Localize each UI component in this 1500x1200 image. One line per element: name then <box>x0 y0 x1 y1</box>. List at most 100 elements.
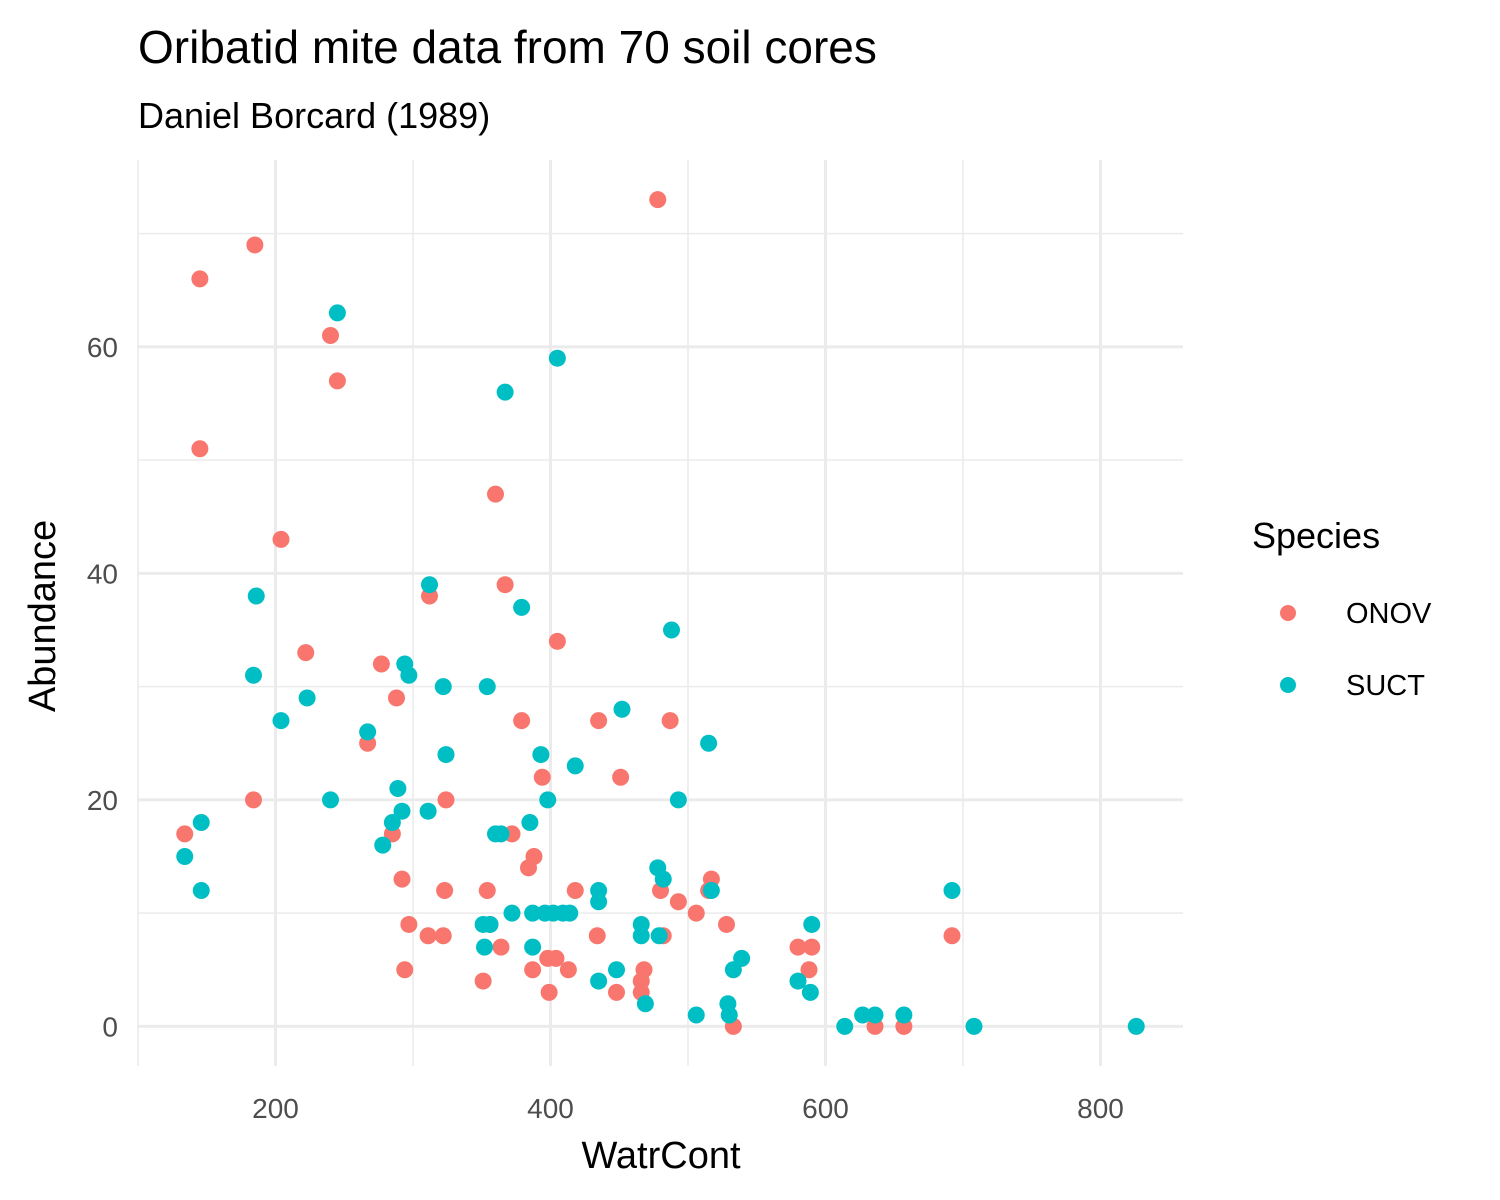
legend-label-onov: ONOV <box>1346 598 1432 630</box>
point-suct <box>702 881 720 899</box>
point-suct <box>383 814 401 832</box>
point-onov <box>559 961 577 979</box>
legend-key-onov <box>1280 605 1296 621</box>
point-onov <box>487 485 504 503</box>
point-onov <box>328 372 346 390</box>
point-suct <box>663 621 680 639</box>
point-suct <box>539 791 557 809</box>
point-onov <box>393 870 411 888</box>
x-tick-label: 600 <box>802 1093 849 1124</box>
point-onov <box>388 689 405 707</box>
point-suct <box>421 576 438 594</box>
point-onov <box>191 440 209 458</box>
legend: Species ONOV SUCT <box>1252 515 1432 702</box>
point-onov <box>191 270 209 288</box>
point-suct <box>176 847 194 865</box>
point-suct <box>548 349 566 367</box>
point-onov <box>492 938 510 956</box>
point-onov <box>540 983 558 1001</box>
point-onov <box>496 576 514 594</box>
y-tick-label: 20 <box>87 785 118 816</box>
point-suct <box>192 814 210 832</box>
point-onov <box>419 927 437 945</box>
point-suct <box>720 1006 738 1024</box>
point-onov <box>272 530 290 548</box>
data-points <box>176 191 1145 1035</box>
x-axis-title: WatrCont <box>581 1135 741 1177</box>
point-suct <box>608 961 625 979</box>
point-suct <box>245 666 262 684</box>
point-suct <box>1127 1017 1145 1035</box>
point-suct <box>393 802 411 820</box>
point-suct <box>632 915 650 933</box>
point-suct <box>192 881 210 899</box>
point-suct <box>492 825 510 843</box>
point-suct <box>524 904 542 922</box>
point-onov <box>533 768 551 786</box>
point-onov <box>590 712 608 730</box>
legend-label-suct: SUCT <box>1346 670 1425 702</box>
point-onov <box>687 904 705 922</box>
point-suct <box>561 904 579 922</box>
point-suct <box>419 802 437 820</box>
point-suct <box>481 915 499 933</box>
point-suct <box>965 1017 983 1035</box>
point-suct <box>496 383 514 401</box>
point-suct <box>247 587 265 605</box>
x-tick-label: 800 <box>1077 1093 1124 1124</box>
chart-subtitle: Daniel Borcard (1989) <box>138 95 490 136</box>
point-suct <box>836 1017 854 1035</box>
point-onov <box>649 191 667 209</box>
point-suct <box>654 870 672 888</box>
point-onov <box>525 847 543 865</box>
point-suct <box>389 780 407 798</box>
point-suct <box>801 983 819 1001</box>
point-suct <box>400 666 418 684</box>
point-onov <box>396 961 414 979</box>
chart-title: Oribatid mite data from 70 soil cores <box>138 21 877 73</box>
point-onov <box>434 927 452 945</box>
point-onov <box>800 961 818 979</box>
x-tick-label: 200 <box>252 1093 299 1124</box>
point-suct <box>866 1006 884 1024</box>
point-onov <box>588 927 606 945</box>
point-onov <box>176 825 194 843</box>
point-suct <box>613 700 631 718</box>
y-tick-label: 60 <box>87 332 118 363</box>
point-onov <box>436 881 454 899</box>
point-onov <box>566 881 584 899</box>
point-onov <box>246 236 264 254</box>
point-suct <box>700 734 718 752</box>
point-suct <box>524 938 542 956</box>
point-suct <box>437 746 455 764</box>
point-onov <box>669 893 687 911</box>
point-onov <box>548 632 566 650</box>
point-suct <box>272 712 290 730</box>
point-onov <box>789 938 807 956</box>
point-suct <box>298 689 316 707</box>
point-onov <box>635 961 653 979</box>
axis-ticks: 200 400 600 800 0 20 40 60 <box>87 332 1124 1124</box>
point-suct <box>566 757 584 775</box>
point-onov <box>547 949 565 967</box>
y-axis-title: Abundance <box>22 520 64 712</box>
point-suct <box>374 836 392 854</box>
point-onov <box>474 972 492 990</box>
point-suct <box>322 791 339 809</box>
legend-title: Species <box>1252 515 1380 556</box>
point-suct <box>687 1006 705 1024</box>
y-tick-label: 40 <box>87 558 118 589</box>
point-onov <box>612 768 630 786</box>
point-suct <box>521 814 539 832</box>
point-onov <box>478 881 496 899</box>
point-onov <box>297 644 315 662</box>
point-suct <box>733 949 751 967</box>
point-suct <box>328 304 346 322</box>
legend-key-suct <box>1280 677 1296 693</box>
point-onov <box>437 791 455 809</box>
point-onov <box>322 327 339 345</box>
point-onov <box>513 712 531 730</box>
point-suct <box>943 881 961 899</box>
point-suct <box>789 972 807 990</box>
